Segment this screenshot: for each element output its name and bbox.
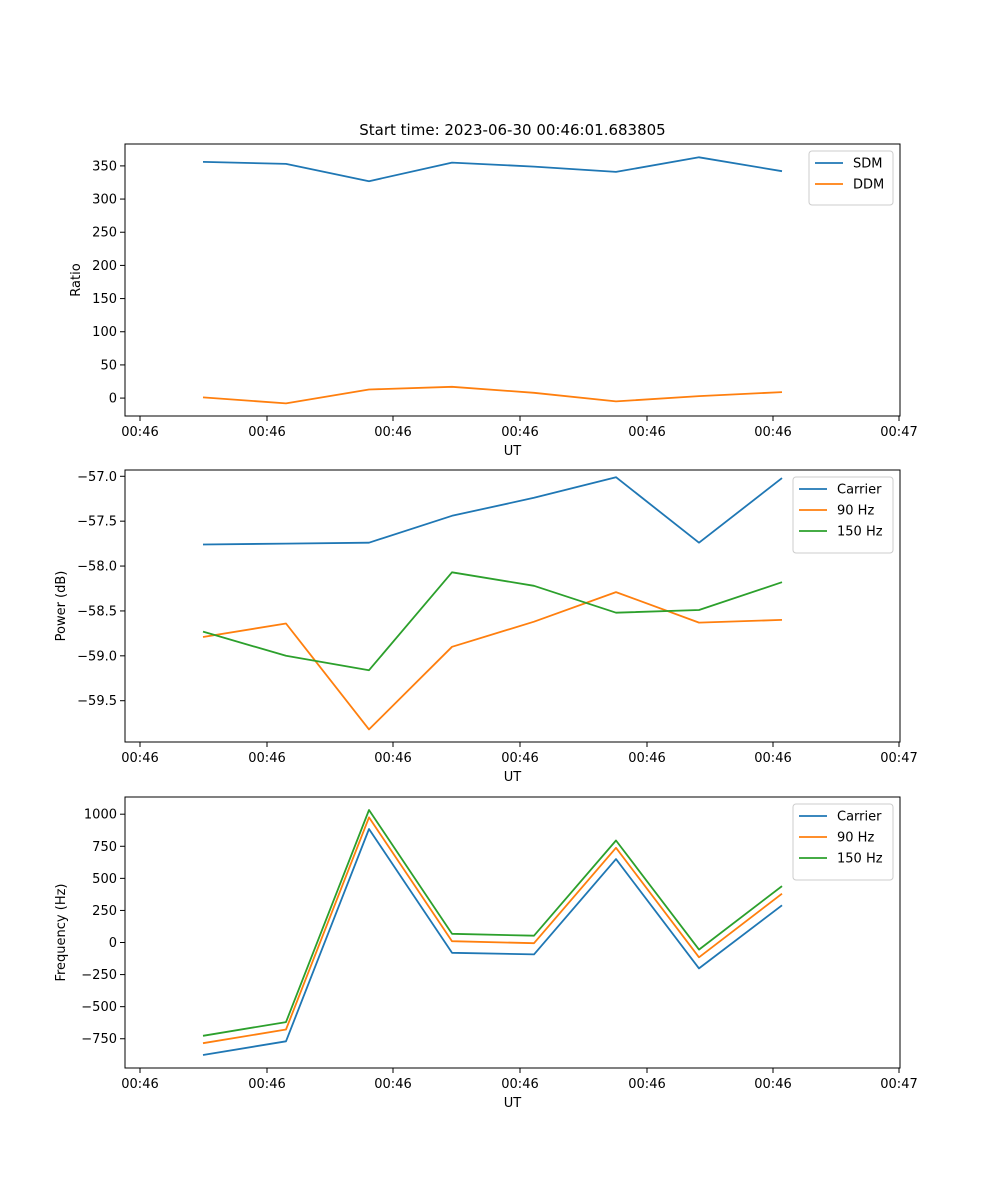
legend-entry: DDM xyxy=(853,178,884,193)
x-tick-label: 00:46 xyxy=(374,1077,411,1092)
subplot-1: Start time: 2023-06-30 00:46:01.68380500… xyxy=(69,121,918,459)
axes-frame xyxy=(124,143,901,417)
y-tick-label: 0 xyxy=(109,392,117,407)
x-tick-label: 00:46 xyxy=(248,751,285,766)
y-tick-label: −58.5 xyxy=(77,604,117,619)
legend-entry: 90 Hz xyxy=(837,831,874,846)
series-line-90-hz xyxy=(202,591,783,731)
x-tick-label: 00:46 xyxy=(754,751,791,766)
x-tick-label: 00:46 xyxy=(628,751,665,766)
y-tick-label: 300 xyxy=(92,193,117,208)
subplots: Start time: 2023-06-30 00:46:01.68380500… xyxy=(54,121,918,1111)
legend-entry: SDM xyxy=(853,157,882,172)
y-tick-label: 50 xyxy=(100,358,117,373)
y-tick-label: 0 xyxy=(109,936,117,951)
legend-entry: 90 Hz xyxy=(837,504,874,519)
axes-frame xyxy=(124,796,901,1069)
x-tick-label: 00:46 xyxy=(374,751,411,766)
y-tick-label: 500 xyxy=(92,872,117,887)
x-tick-label: 00:46 xyxy=(754,1077,791,1092)
x-tick-label: 00:46 xyxy=(248,1077,285,1092)
x-axis-label: UT xyxy=(504,444,522,459)
subplot-3: 00:46 00:46 00:46 00:46 00:46 00:46 00:47 −750 −… xyxy=(54,796,918,1111)
legend: Carrier 90 Hz 150 Hz xyxy=(792,803,894,881)
y-tick-label: 100 xyxy=(92,325,117,340)
series-line-ddm xyxy=(202,385,783,405)
y-tick-label: 350 xyxy=(92,159,117,174)
y-tick-label: 250 xyxy=(92,904,117,919)
legend-entry: 150 Hz xyxy=(837,525,883,540)
x-tick-label: 00:47 xyxy=(880,751,917,766)
x-tick-label: 00:46 xyxy=(628,425,665,440)
x-tick-label: 00:46 xyxy=(248,425,285,440)
series-line-150-hz xyxy=(202,809,783,1037)
series-line-90-hz xyxy=(202,816,783,1045)
x-tick-label: 00:46 xyxy=(628,1077,665,1092)
y-tick-label: −59.5 xyxy=(77,694,117,709)
x-tick-label: 00:46 xyxy=(501,1077,538,1092)
series-line-sdm xyxy=(202,156,783,183)
y-tick-label: −59.0 xyxy=(77,649,117,664)
series-line-carrier xyxy=(202,828,783,1056)
y-tick-label: −57.0 xyxy=(77,470,117,485)
x-tick-label: 00:46 xyxy=(754,425,791,440)
x-tick-label: 00:46 xyxy=(121,1077,158,1092)
legend-entry: 150 Hz xyxy=(837,852,883,867)
legend-box xyxy=(808,150,894,206)
x-tick-label: 00:46 xyxy=(501,751,538,766)
series-line-carrier xyxy=(202,476,783,546)
x-axis-label: UT xyxy=(504,1096,522,1111)
y-tick-label: −250 xyxy=(81,968,117,983)
y-tick-label: 250 xyxy=(92,226,117,241)
x-axis-label: UT xyxy=(504,770,522,785)
legend-entry: Carrier xyxy=(837,483,882,498)
y-tick-label: 150 xyxy=(92,292,117,307)
y-axis-label: Power (dB) xyxy=(54,571,69,642)
series-line-150-hz xyxy=(202,571,783,672)
x-tick-label: 00:46 xyxy=(501,425,538,440)
y-tick-label: −58.0 xyxy=(77,560,117,575)
y-tick-label: 1000 xyxy=(84,808,117,823)
chart-title: Start time: 2023-06-30 00:46:01.683805 xyxy=(359,121,665,139)
y-tick-label: −57.5 xyxy=(77,515,117,530)
y-tick-label: −500 xyxy=(81,1000,117,1015)
y-tick-label: 200 xyxy=(92,259,117,274)
legend-entry: Carrier xyxy=(837,810,882,825)
y-tick-label: 750 xyxy=(92,840,117,855)
y-axis-label: Frequency (Hz) xyxy=(54,883,69,981)
x-tick-label: 00:46 xyxy=(121,751,158,766)
y-tick-label: −750 xyxy=(81,1032,117,1047)
legend-box xyxy=(792,803,894,881)
x-tick-label: 00:47 xyxy=(880,425,917,440)
x-tick-label: 00:47 xyxy=(880,1077,917,1092)
legend: SDM DDM xyxy=(808,150,894,206)
subplot-2: 00:46 00:46 00:46 00:46 00:46 00:46 00:47 −59.5… xyxy=(54,469,918,785)
y-axis-label: Ratio xyxy=(69,263,84,296)
axes-frame xyxy=(124,469,901,743)
legend-box xyxy=(792,476,894,554)
x-tick-label: 00:46 xyxy=(121,425,158,440)
legend: Carrier 90 Hz 150 Hz xyxy=(792,476,894,554)
x-tick-label: 00:46 xyxy=(374,425,411,440)
